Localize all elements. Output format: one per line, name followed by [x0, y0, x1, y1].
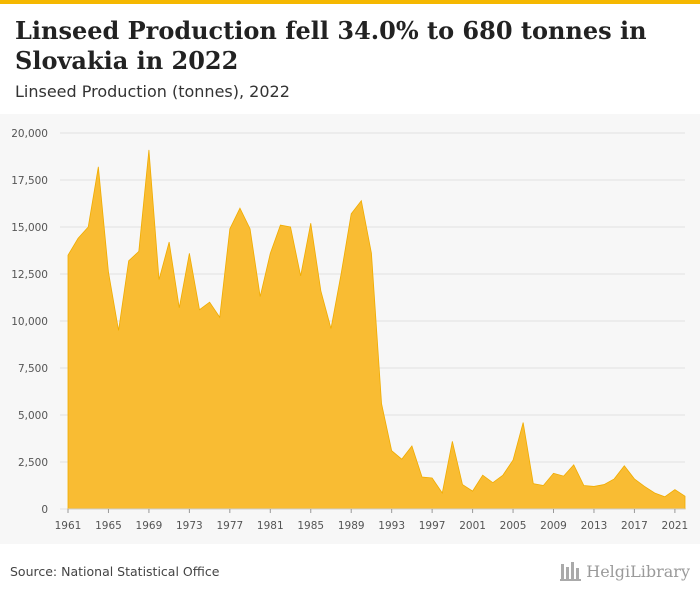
y-tick-label: 7,500 [18, 363, 48, 375]
x-tick-label: 1965 [95, 520, 122, 532]
y-tick-label: 12,500 [11, 269, 48, 281]
top-accent-bar [0, 0, 700, 4]
x-tick-label: 1973 [176, 520, 203, 532]
x-tick-label: 1981 [257, 520, 284, 532]
x-axis-ticks: 1961 1965 1969 1973 1977 1981 1985 1989 1993 1997… [55, 508, 689, 532]
x-tick-label: 2009 [540, 520, 567, 532]
y-tick-label: 20,000 [11, 128, 48, 140]
y-axis-ticks: 0 2,500 5,000 7,500 10,000 12,500 15,000 17,500… [11, 128, 48, 516]
y-tick-label: 10,000 [11, 316, 48, 328]
chart-header: Linseed Production fell 34.0% to 680 ton… [0, 4, 700, 114]
x-tick-label: 2013 [581, 520, 608, 532]
area-series [67, 149, 686, 510]
chart-title: Linseed Production fell 34.0% to 680 ton… [15, 16, 647, 75]
x-tick-label: 1985 [297, 520, 324, 532]
library-columns-icon [560, 562, 582, 581]
x-tick-label: 2021 [662, 520, 689, 532]
y-tick-label: 2,500 [18, 457, 48, 469]
logo-text: HelgiLibrary [586, 561, 690, 581]
linseed-production-chart: 0 2,500 5,000 7,500 10,000 12,500 15,000 17,500… [11, 128, 689, 532]
y-tick-label: 15,000 [11, 222, 48, 234]
y-tick-label: 17,500 [11, 175, 48, 187]
x-tick-label: 1977 [216, 520, 243, 532]
x-tick-label: 1993 [378, 520, 405, 532]
y-tick-label: 5,000 [18, 410, 48, 422]
source-note: Source: National Statistical Office [10, 564, 220, 579]
x-tick-label: 2017 [621, 520, 648, 532]
helgi-library-logo: HelgiLibrary [560, 558, 690, 584]
x-tick-label: 1997 [419, 520, 446, 532]
x-tick-label: 1961 [55, 520, 82, 532]
x-tick-label: 2001 [459, 520, 486, 532]
x-tick-label: 1969 [136, 520, 163, 532]
x-tick-label: 1989 [338, 520, 365, 532]
y-tick-label: 0 [41, 504, 48, 516]
chart-subtitle: Linseed Production (tonnes), 2022 [15, 82, 290, 101]
x-tick-label: 2005 [500, 520, 527, 532]
production-area [67, 149, 686, 510]
chart-footer: Source: National Statistical Office Helg… [0, 548, 700, 596]
